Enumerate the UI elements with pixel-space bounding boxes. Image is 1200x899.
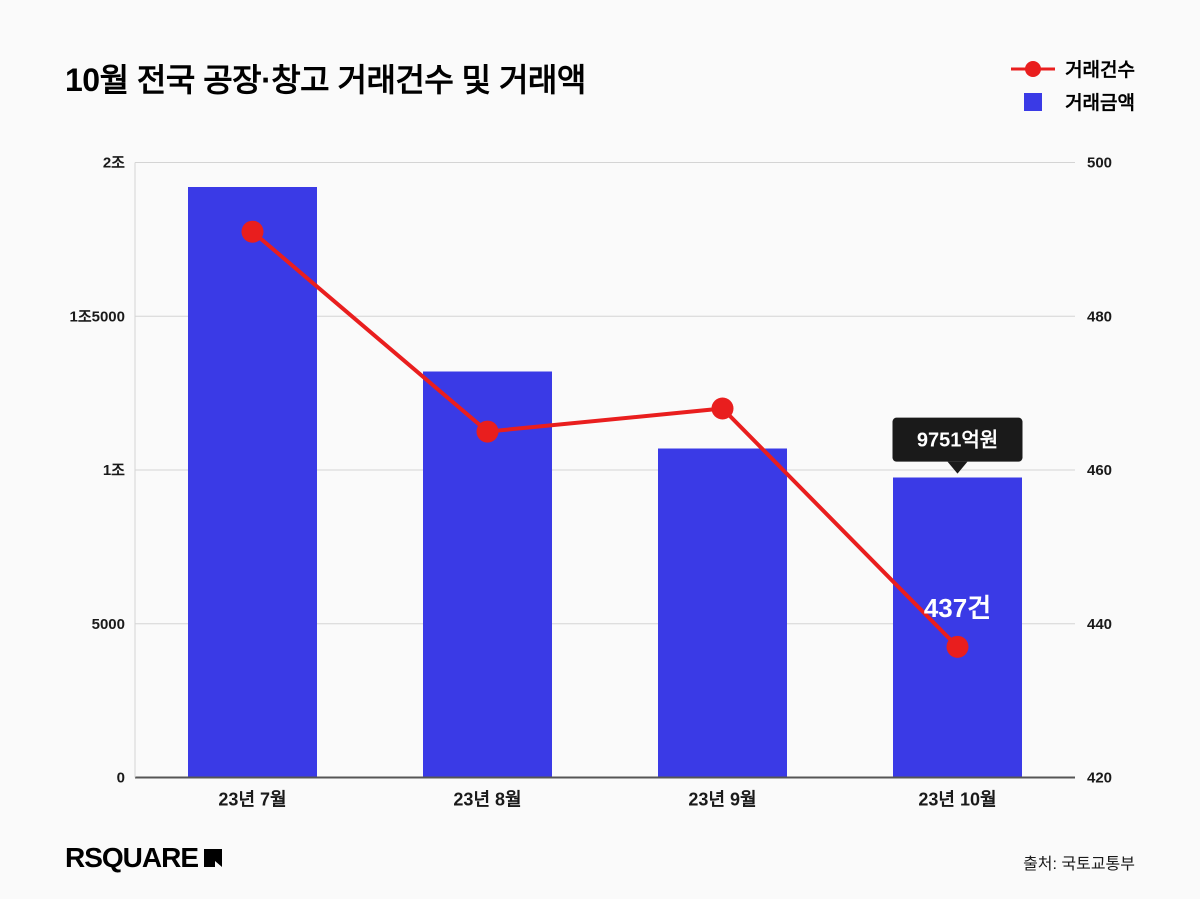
point-label: 437건	[924, 593, 991, 623]
legend-bar-swatch	[1024, 93, 1042, 111]
x-axis-label: 23년 7월	[218, 790, 286, 810]
svg-text:0: 0	[117, 770, 125, 787]
svg-text:420: 420	[1087, 770, 1112, 787]
source-text: 출처: 국토교통부	[1023, 850, 1135, 874]
svg-text:1조: 1조	[103, 462, 125, 479]
bar	[893, 478, 1022, 778]
line-marker	[712, 398, 734, 420]
brand-logo: RSQUARE	[65, 842, 224, 874]
header: 10월 전국 공장·창고 거래건수 및 거래액 거래건수 거래금액	[65, 55, 1135, 115]
tooltip-arrow	[948, 462, 968, 474]
tooltip-text: 9751억원	[917, 429, 998, 452]
chart-title: 10월 전국 공장·창고 거래건수 및 거래액	[65, 55, 586, 101]
legend-item-line: 거래건수	[1011, 55, 1135, 82]
svg-text:460: 460	[1087, 462, 1112, 479]
svg-text:480: 480	[1087, 308, 1112, 325]
line-marker	[477, 421, 499, 443]
svg-text:1조5000: 1조5000	[69, 308, 125, 325]
legend-item-bar: 거래금액	[1011, 88, 1135, 115]
x-axis-label: 23년 9월	[688, 790, 756, 810]
line-marker	[242, 221, 264, 243]
line-series	[253, 232, 958, 647]
bar	[188, 187, 317, 777]
logo-text: RSQUARE	[65, 842, 198, 874]
footer: RSQUARE 출처: 국토교통부	[65, 830, 1135, 874]
chart-area: 0 5000 1조 1조5000 2조 420 440 460 480 500 23년 7월 23년 …	[65, 150, 1135, 830]
x-axis-label: 23년 10월	[918, 790, 996, 810]
svg-text:5000: 5000	[92, 616, 125, 633]
svg-text:2조: 2조	[103, 155, 125, 172]
line-marker	[947, 636, 969, 658]
x-axis-label: 23년 8월	[453, 790, 521, 810]
chart-container: 10월 전국 공장·창고 거래건수 및 거래액 거래건수 거래금액 0 5000 1…	[0, 0, 1200, 899]
legend: 거래건수 거래금액	[1011, 55, 1135, 115]
svg-text:500: 500	[1087, 155, 1112, 172]
legend-line-marker	[1025, 61, 1041, 77]
logo-icon	[202, 847, 224, 869]
bar	[658, 448, 787, 777]
chart-svg: 0 5000 1조 1조5000 2조 420 440 460 480 500 23년 7월 23년 …	[65, 150, 1135, 830]
svg-text:440: 440	[1087, 616, 1112, 633]
legend-label-2: 거래금액	[1065, 88, 1135, 115]
legend-label-1: 거래건수	[1065, 55, 1135, 82]
